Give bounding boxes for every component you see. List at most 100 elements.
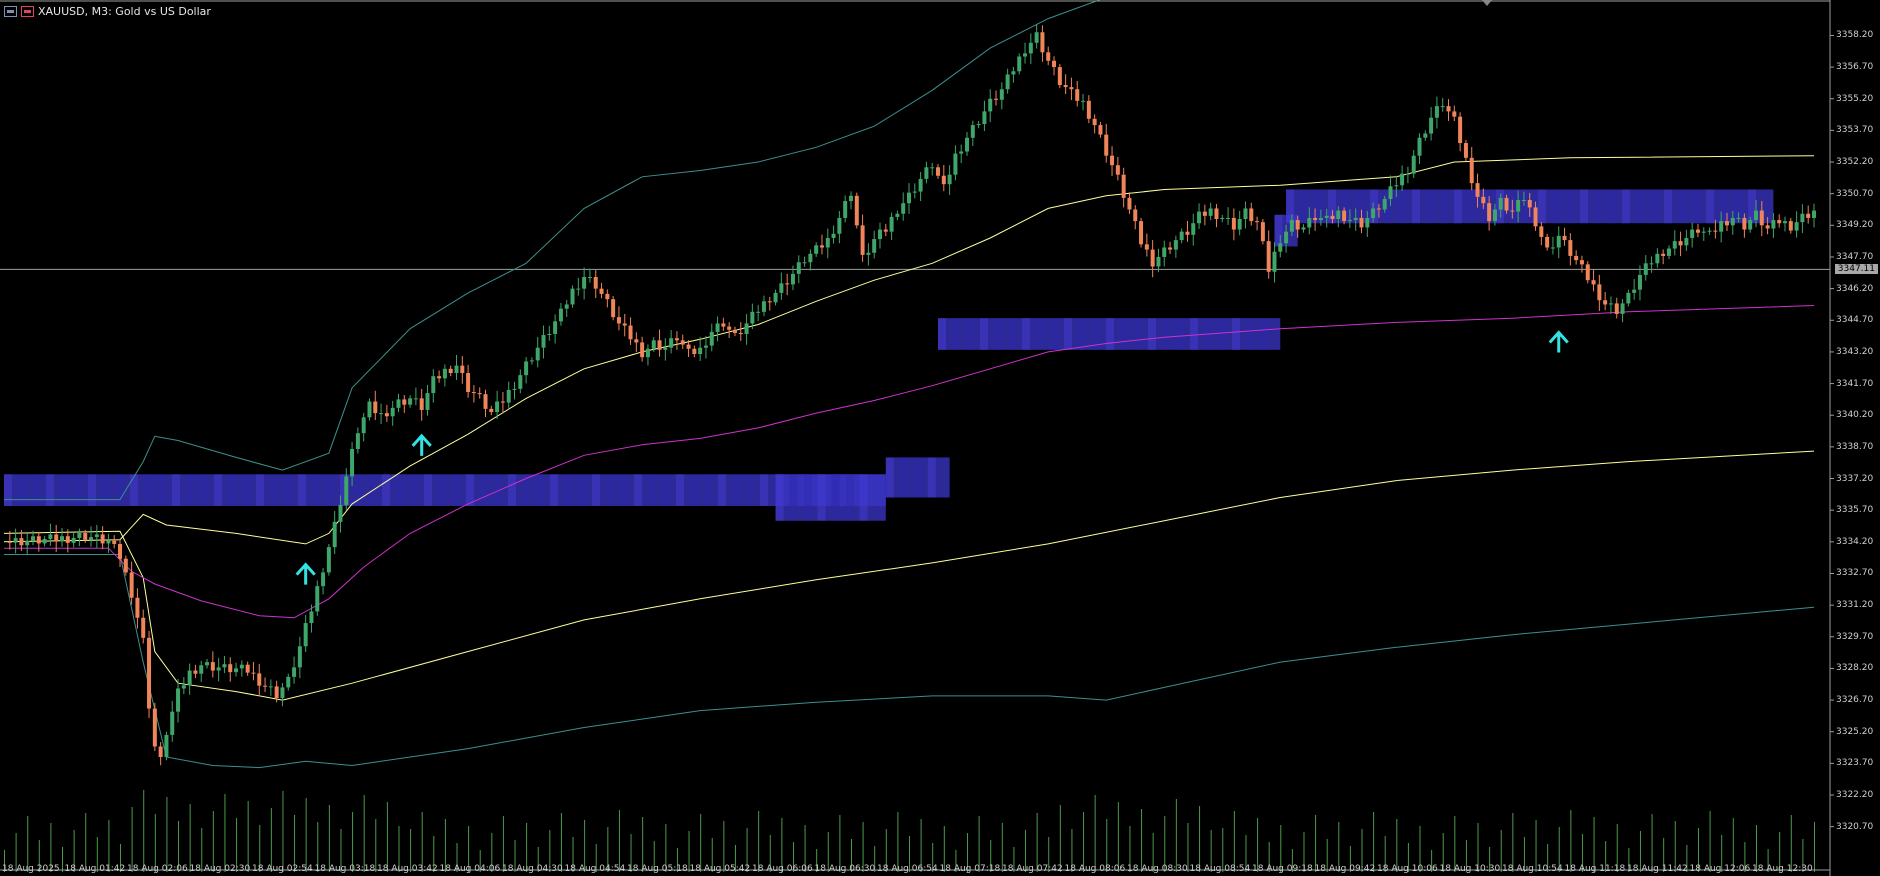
candle-body (1666, 248, 1671, 256)
candle (31, 530, 36, 546)
candle (570, 285, 575, 308)
price-tick-label: 3340.20 (1836, 410, 1874, 421)
candle-body (698, 347, 703, 355)
volume-bar (1570, 810, 1572, 872)
candle-body (1359, 217, 1364, 228)
candle (71, 532, 76, 548)
time-tick-label: 18 Aug 04:54 (564, 864, 626, 874)
volume-bar (50, 823, 52, 872)
candle-body (112, 540, 117, 544)
zone-texture (270, 474, 278, 506)
candle-body (292, 667, 297, 677)
volume-bar (468, 826, 470, 872)
chart-window-icon[interactable] (4, 5, 17, 17)
candle-body (947, 174, 952, 185)
candle-body (158, 746, 163, 758)
candle (692, 345, 697, 358)
candle-body (1452, 111, 1457, 117)
candle (1226, 207, 1231, 225)
candle (1516, 190, 1521, 223)
candle-body (1394, 185, 1399, 187)
zone-texture (494, 474, 502, 506)
candle-body (1127, 197, 1132, 210)
chart-shift-marker[interactable] (1482, 0, 1492, 6)
zone-texture (1106, 318, 1115, 350)
volume-bar (1721, 835, 1723, 872)
candle-body (454, 365, 459, 374)
zone-texture (116, 474, 124, 506)
candle (164, 731, 169, 761)
candle (1597, 274, 1602, 311)
candle-body (437, 376, 442, 379)
zone-texture (410, 474, 418, 506)
candle (698, 336, 703, 362)
volume-bar (1094, 795, 1096, 872)
zone-texture (88, 474, 96, 506)
zone-texture (1092, 318, 1101, 350)
candle-body (1574, 255, 1579, 261)
volume-bar (572, 837, 574, 872)
volume-bar (108, 820, 110, 872)
volume-bar (1048, 837, 1050, 872)
time-tick-label: 18 Aug 02:30 (189, 864, 251, 874)
candle-body (280, 687, 285, 698)
candle-body (970, 125, 975, 138)
volume-bar (1593, 817, 1595, 872)
candle (344, 468, 349, 511)
candle-body (512, 388, 517, 390)
zone-texture (340, 474, 348, 506)
volume-bar (1547, 844, 1549, 872)
time-tick-label: 18 Aug 11:42 (1627, 864, 1688, 874)
candle-body (65, 536, 70, 543)
candle (605, 289, 610, 308)
candle-body (257, 673, 262, 686)
zone-texture (704, 474, 712, 506)
candle-body (297, 646, 302, 668)
time-tick-label: 18 Aug 2025 (2, 864, 60, 874)
candle (1672, 230, 1677, 256)
candle-body (796, 262, 801, 274)
time-tick-label: 18 Aug 06:30 (814, 864, 876, 874)
zone-texture (980, 318, 989, 350)
volume-bar (514, 840, 516, 872)
volume-bar (1581, 834, 1583, 872)
volume-bar (967, 833, 969, 872)
volume-bar (1512, 813, 1514, 872)
candle-body (1226, 217, 1231, 219)
candle-body (1156, 256, 1161, 267)
candle (1434, 96, 1439, 129)
candle (234, 662, 239, 677)
candle (1046, 46, 1051, 66)
candle (408, 395, 413, 408)
candle (263, 677, 268, 693)
candle-body (268, 686, 273, 688)
candle (761, 295, 766, 317)
price-tick-label: 3325.20 (1836, 726, 1874, 737)
candle-body (123, 558, 128, 573)
candle (1330, 210, 1335, 224)
candle-body (1562, 235, 1567, 241)
candle (715, 316, 720, 342)
candle (640, 336, 645, 362)
candle-body (1214, 208, 1219, 219)
candle-body (1388, 186, 1393, 199)
zone-texture (1510, 189, 1519, 224)
candle (147, 630, 152, 719)
candle-body (1516, 200, 1521, 212)
candle-body (1115, 165, 1120, 175)
candle-body (1347, 220, 1352, 222)
volume-bar (282, 791, 284, 872)
candle (326, 543, 331, 576)
candle-body (42, 538, 47, 544)
candle (1359, 209, 1364, 234)
candle (1678, 231, 1683, 257)
candle (1034, 24, 1039, 49)
candle (1498, 193, 1503, 218)
volume-bar (1454, 816, 1456, 872)
volume-bar (792, 842, 794, 872)
candle-body (965, 137, 970, 152)
candle-body (848, 195, 853, 202)
candle-body (274, 686, 279, 698)
